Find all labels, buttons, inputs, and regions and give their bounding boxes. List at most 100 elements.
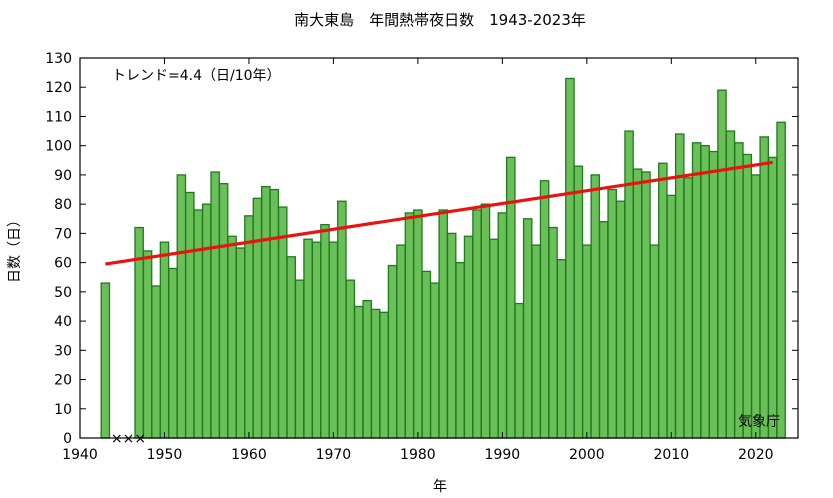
bar-2009 (658, 162, 668, 439)
bar-2013 (691, 142, 702, 439)
trend-label: トレンド=4.4（日/10年） (112, 68, 281, 84)
bar-1956 (210, 171, 220, 439)
bar-2003 (607, 188, 617, 439)
bar-1983 (438, 209, 449, 439)
bar-1961 (252, 197, 263, 439)
bar-1963 (269, 188, 280, 439)
bar-2019 (742, 153, 753, 439)
bar-1966 (294, 279, 305, 439)
x-tick-label: 1980 (400, 447, 436, 463)
plot-frame (79, 57, 799, 439)
bar-1973 (353, 305, 364, 439)
x-tick-label: 2000 (569, 447, 605, 463)
x-tick-label: 2020 (738, 447, 774, 463)
bar-1988 (480, 203, 491, 439)
x-tick-label: 1960 (231, 447, 267, 463)
y-axis: 0 10 20 30 40 50 60 70 80 90 100 110 120 130 (45, 51, 798, 447)
bar-2016 (717, 89, 727, 439)
x-tick-label: 1990 (485, 447, 521, 463)
bar-2008 (649, 244, 660, 439)
bar-2022 (767, 156, 778, 439)
y-tick-label: 120 (45, 80, 72, 96)
bar-1951 (168, 267, 178, 439)
bar-1969 (320, 223, 330, 439)
bar-1972 (345, 279, 356, 439)
bar-1991 (506, 156, 516, 439)
bar-1965 (286, 256, 296, 439)
bar-1943 (100, 282, 111, 439)
bar-2012 (683, 177, 693, 439)
bar-2023 (776, 121, 786, 439)
bar-2005 (624, 130, 634, 439)
bar-1960 (244, 215, 254, 439)
bar-1953 (185, 191, 195, 439)
y-tick-label: 130 (45, 51, 72, 67)
bar-1957 (218, 183, 229, 439)
y-tick-label: 90 (54, 168, 72, 184)
bar-1985 (455, 261, 465, 439)
bar-1949 (151, 285, 161, 439)
bar-1999 (573, 165, 584, 439)
bar-1986 (463, 235, 474, 439)
bar-2004 (615, 200, 626, 439)
bar-2002 (598, 221, 609, 439)
bar-1997 (556, 259, 567, 439)
x-tick-label: 1970 (316, 447, 352, 463)
bar-2007 (641, 171, 651, 439)
bar-2021 (759, 136, 770, 439)
bar-2010 (666, 194, 677, 439)
bar-1976 (379, 311, 389, 439)
bar-1948 (142, 250, 153, 439)
bar-1970 (328, 241, 339, 439)
y-axis-label: 日数（日） (7, 213, 23, 283)
bar-1996 (548, 226, 558, 439)
credit-label: 気象庁 (738, 414, 780, 430)
bar-1998 (565, 77, 575, 439)
y-tick-label: 30 (54, 343, 72, 359)
bar-1971 (337, 200, 347, 439)
bars (100, 77, 786, 439)
x-tick-label: 1940 (62, 447, 98, 463)
y-tick-label: 50 (54, 285, 72, 301)
bar-1950 (159, 241, 170, 439)
bar-1995 (539, 180, 550, 439)
missing-years-marker: ××× (111, 431, 146, 447)
bar-2020 (750, 174, 761, 439)
bar-1982 (429, 282, 440, 439)
bar-1981 (421, 270, 432, 439)
bar-1959 (235, 247, 246, 439)
trend-group (105, 160, 773, 266)
bar-1975 (370, 308, 381, 439)
bar-1962 (261, 185, 271, 439)
bar-1974 (362, 299, 372, 439)
x-axis: 1940 1950 1960 1970 1980 1990 2000 2010 2020 (62, 58, 774, 463)
bar-1964 (277, 206, 288, 439)
bar-1979 (404, 212, 415, 439)
bar-2006 (632, 168, 643, 439)
bar-1987 (472, 209, 482, 439)
bar-1954 (193, 209, 204, 439)
bar-2001 (590, 174, 601, 439)
bar-2015 (708, 150, 719, 439)
bar-1977 (387, 264, 398, 439)
bar-1980 (413, 209, 423, 439)
bar-1993 (522, 218, 533, 439)
bar-1968 (311, 241, 322, 439)
x-tick-label: 2010 (653, 447, 689, 463)
bar-1984 (446, 232, 457, 439)
bar-1994 (531, 244, 541, 439)
bar-1978 (396, 244, 406, 439)
bar-1967 (303, 238, 313, 439)
bar-2017 (725, 130, 736, 439)
y-tick-label: 100 (45, 139, 72, 155)
bar-2018 (734, 142, 744, 439)
x-axis-label: 年 (433, 479, 447, 495)
bar-1958 (227, 235, 237, 439)
x-tick-label: 1950 (147, 447, 183, 463)
bar-2000 (582, 244, 592, 439)
y-tick-label: 110 (45, 109, 72, 125)
y-tick-label: 70 (54, 226, 72, 242)
y-tick-label: 60 (54, 256, 72, 272)
y-tick-label: 20 (54, 373, 72, 389)
